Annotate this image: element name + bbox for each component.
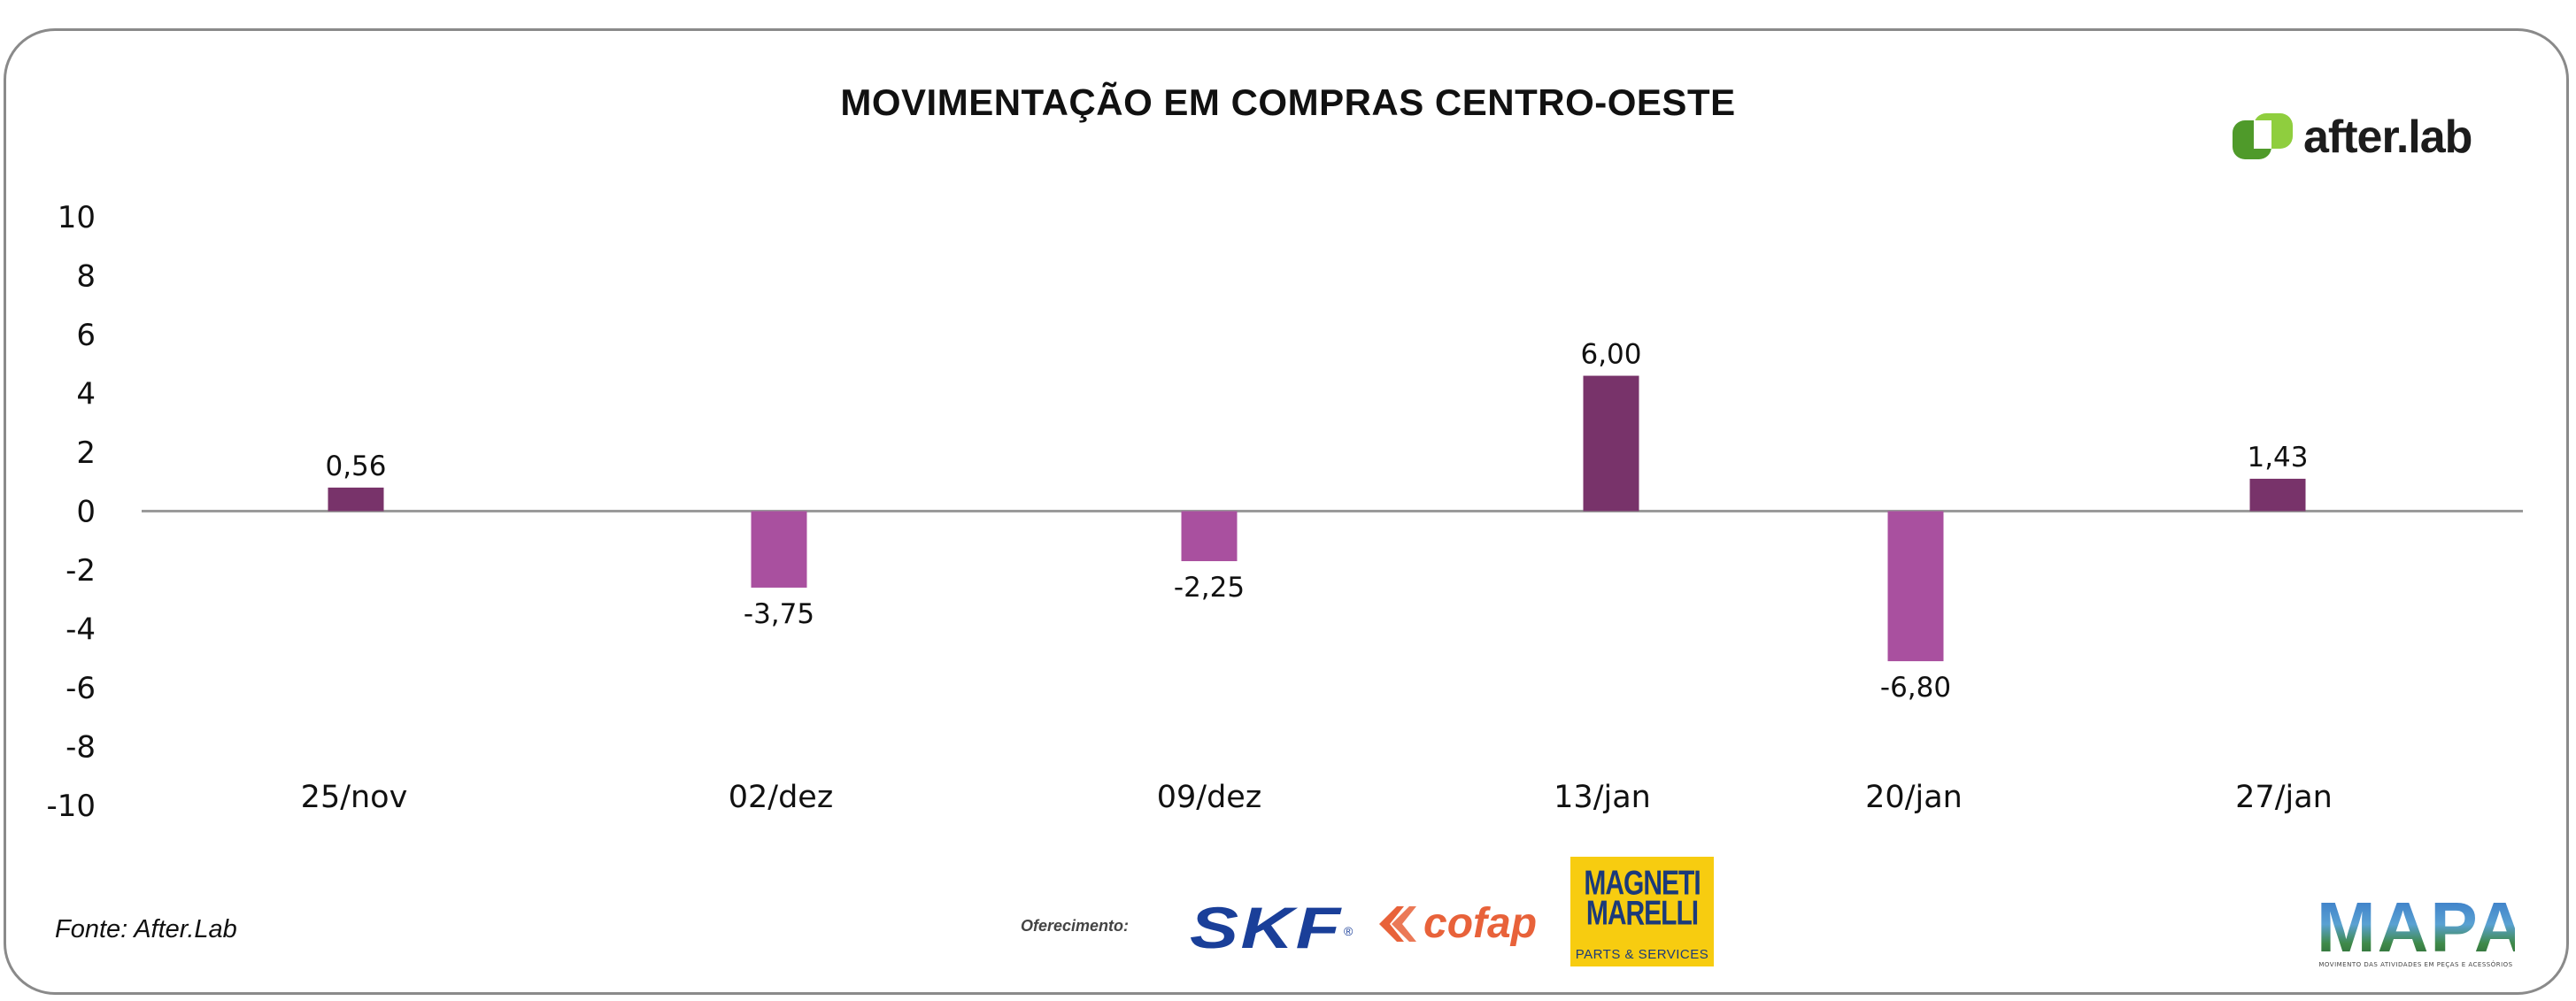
x-tick-label: 25/nov bbox=[301, 780, 408, 815]
y-tick-label: 10 bbox=[58, 200, 96, 235]
y-tick-label: -4 bbox=[66, 612, 96, 648]
magneti-line3: PARTS & SERVICES bbox=[1575, 947, 1709, 962]
y-tick-label: -10 bbox=[46, 789, 96, 824]
y-tick-label: 8 bbox=[76, 259, 96, 295]
bar bbox=[1583, 375, 1639, 512]
y-tick-label: 2 bbox=[76, 435, 96, 471]
y-tick-label: -8 bbox=[66, 730, 96, 766]
data-label: -6,80 bbox=[1880, 672, 1951, 704]
data-label: -3,75 bbox=[744, 598, 814, 630]
bar bbox=[751, 511, 807, 588]
y-tick-label: 6 bbox=[76, 318, 96, 353]
afterlab-wordmark: after.lab bbox=[2303, 112, 2472, 163]
magneti-line2: MARELLI bbox=[1585, 894, 1699, 933]
bar bbox=[1181, 511, 1238, 562]
registered-mark: ® bbox=[1344, 924, 1354, 938]
data-label: -2,25 bbox=[1174, 572, 1245, 604]
x-tick-label: 09/dez bbox=[1157, 780, 1261, 815]
offer-label: Oferecimento: bbox=[1021, 917, 1130, 935]
mapa-wordmark: MAPA bbox=[2317, 888, 2527, 966]
x-tick-label: 02/dez bbox=[729, 780, 833, 815]
mapa-logo: MAPA MOVIMENTO DAS ATIVIDADES EM PEÇAS E… bbox=[2317, 888, 2527, 969]
source-note: Fonte: After.Lab bbox=[55, 915, 237, 943]
afterlab-icon bbox=[2233, 113, 2293, 159]
data-label: 1,43 bbox=[2247, 442, 2308, 474]
cofap-wordmark: cofap bbox=[1423, 900, 1538, 947]
y-tick-label: 4 bbox=[76, 377, 96, 412]
magneti-marelli-logo: MAGNETI MARELLI PARTS & SERVICES bbox=[1570, 857, 1714, 966]
x-tick-label: 13/jan bbox=[1554, 780, 1651, 815]
mapa-tagline: MOVIMENTO DAS ATIVIDADES EM PEÇAS E ACES… bbox=[2318, 961, 2513, 968]
data-label: 0,56 bbox=[325, 450, 386, 482]
y-tick-label: -2 bbox=[66, 553, 96, 589]
bar bbox=[2249, 478, 2306, 512]
bar bbox=[1887, 511, 1944, 662]
data-label: 6,00 bbox=[1580, 339, 1641, 371]
x-tick-label: 27/jan bbox=[2235, 780, 2333, 815]
bar bbox=[328, 487, 384, 512]
y-tick-label: 0 bbox=[76, 495, 96, 530]
cofap-icon bbox=[1379, 905, 1416, 942]
x-tick-label: 20/jan bbox=[1865, 780, 1963, 815]
afterlab-logo: after.lab bbox=[2231, 110, 2472, 165]
chart-title: MOVIMENTAÇÃO EM COMPRAS CENTRO-OESTE bbox=[840, 81, 1736, 123]
y-tick-label: -6 bbox=[66, 671, 96, 706]
skf-logo: SKF bbox=[1190, 895, 1343, 960]
magneti-line1: MAGNETI bbox=[1584, 864, 1701, 903]
cofap-logo: cofap bbox=[1377, 899, 1537, 948]
